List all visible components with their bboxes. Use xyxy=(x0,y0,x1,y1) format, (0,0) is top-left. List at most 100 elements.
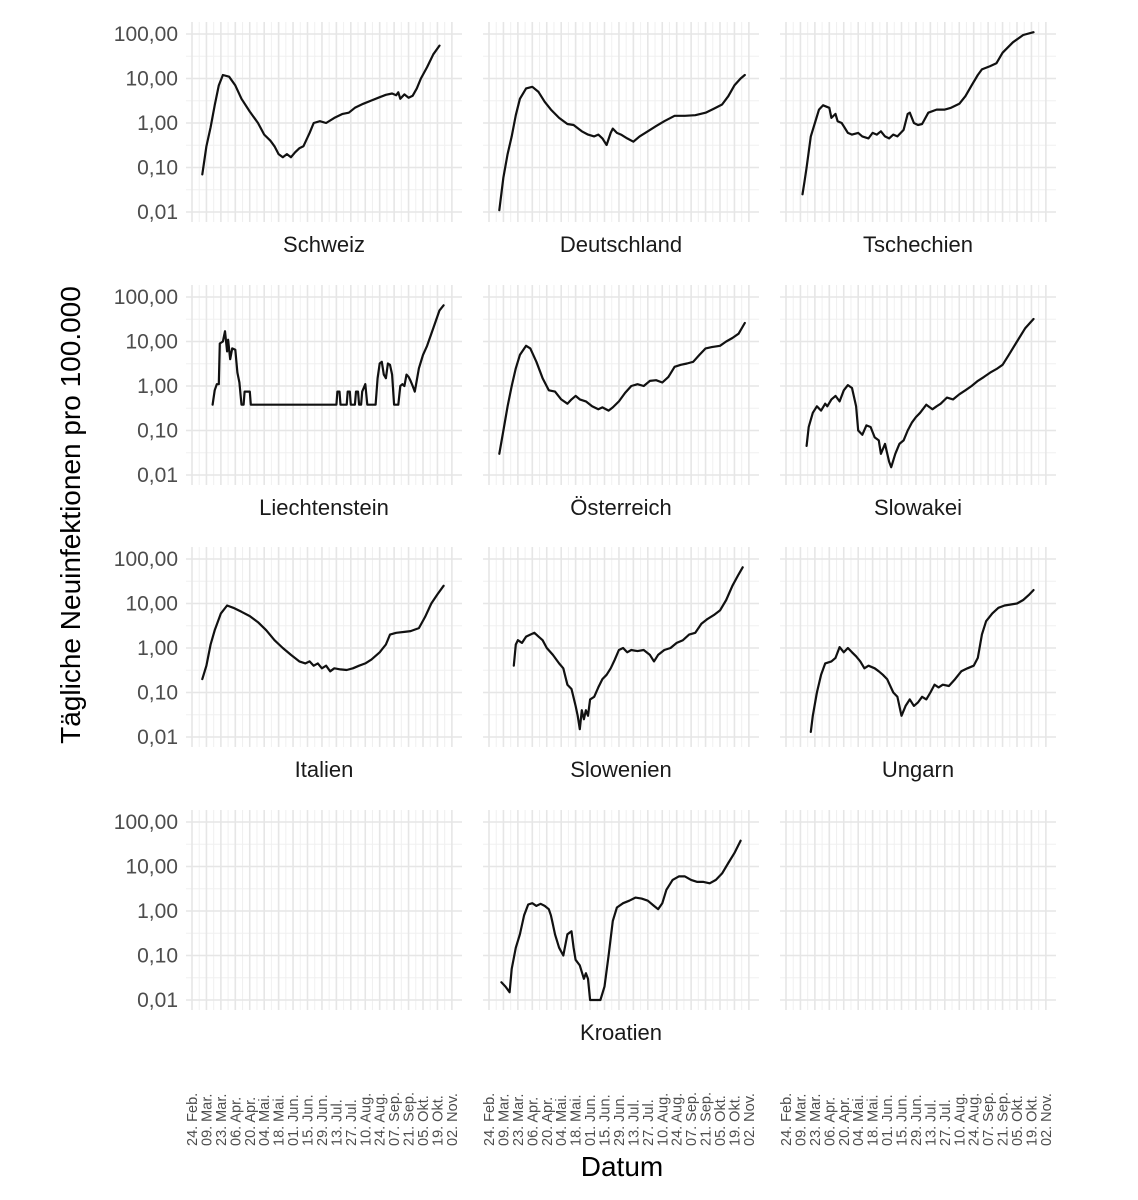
x-tick-label: 18. Mai. xyxy=(272,1094,288,1146)
x-tick-label: 13. Jul. xyxy=(329,1099,345,1146)
x-tick-label: 01. Jun. xyxy=(583,1094,599,1146)
x-tick-label: 09. Mar. xyxy=(199,1094,215,1146)
x-tick-label: 27. Jul. xyxy=(344,1099,360,1146)
facet-strip-label: Italien xyxy=(295,757,354,782)
y-tick-label: 100,00 xyxy=(114,286,178,309)
panel-background xyxy=(483,285,759,485)
y-tick-label: 0,10 xyxy=(137,682,178,705)
facet-panel xyxy=(186,547,462,747)
x-tick-label: 09. Mar. xyxy=(793,1094,809,1146)
facet-panel xyxy=(483,547,759,747)
x-tick-label: 18. Mai. xyxy=(866,1094,882,1146)
series-line-tschechien xyxy=(801,31,1035,196)
facet-strip-label: Slowenien xyxy=(570,757,672,782)
x-tick-label: 29. Jun. xyxy=(909,1094,925,1146)
facet-strip-label: Liechtenstein xyxy=(259,495,389,520)
y-tick-label: 0,01 xyxy=(137,726,178,749)
facet-strip-label: Slowakei xyxy=(874,495,962,520)
series-line--sterreich xyxy=(498,321,746,455)
facet-panel xyxy=(186,285,462,485)
x-tick-label: 02. Nov. xyxy=(445,1093,461,1146)
x-tick-label: 29. Jun. xyxy=(315,1094,331,1146)
x-tick-label: 01. Jun. xyxy=(286,1094,302,1146)
x-tick-label: 06. Apr. xyxy=(525,1097,541,1146)
x-tick-label: 19. Okt. xyxy=(430,1095,446,1146)
x-tick-label: 05. Okt. xyxy=(1010,1095,1026,1146)
x-axis-title: Datum xyxy=(581,1151,663,1182)
series-line-kroatien xyxy=(500,839,742,1002)
x-tick-label: 24. Feb. xyxy=(779,1093,795,1146)
x-tick-label: 05. Okt. xyxy=(416,1095,432,1146)
x-tick-label: 02. Nov. xyxy=(1039,1093,1055,1146)
y-axis-title: Tägliche Neuinfektionen pro 100.000 xyxy=(55,286,86,744)
x-tick-label: 23. Mar. xyxy=(511,1094,527,1146)
facet-panel xyxy=(186,810,462,1010)
panel-background xyxy=(483,810,759,1010)
x-tick-label: 24. Feb. xyxy=(185,1093,201,1146)
x-tick-label: 19. Okt. xyxy=(727,1095,743,1146)
facet-strip-labels: Schweiz Deutschland Tschechien Liechtenstei… xyxy=(259,232,973,1045)
y-tick-label: 0,01 xyxy=(137,464,178,487)
facet-panel xyxy=(483,22,759,222)
y-tick-label: 1,00 xyxy=(137,900,178,923)
x-tick-label: 10. Aug. xyxy=(655,1093,671,1146)
facet-panel xyxy=(483,810,759,1010)
panel-background xyxy=(780,810,1056,1010)
series-line-slowakei xyxy=(805,317,1035,469)
panel-background xyxy=(483,22,759,222)
y-tick-label: 10,00 xyxy=(125,593,178,616)
x-tick-label: 15. Jun. xyxy=(301,1094,317,1146)
panel-background xyxy=(780,22,1056,222)
x-tick-label: 21. Sep. xyxy=(996,1092,1012,1146)
x-tick-label: 23. Mar. xyxy=(214,1094,230,1146)
x-tick-label: 07. Sep. xyxy=(981,1092,997,1146)
x-tick-label: 21. Sep. xyxy=(699,1092,715,1146)
facet-panel xyxy=(780,22,1056,222)
x-tick-label: 21. Sep. xyxy=(402,1092,418,1146)
series-line-ungarn xyxy=(809,589,1035,733)
y-tick-label: 0,10 xyxy=(137,157,178,180)
panel-background xyxy=(483,547,759,747)
y-tick-label: 10,00 xyxy=(125,856,178,879)
y-tick-label: 100,00 xyxy=(114,548,178,571)
y-tick-label: 10,00 xyxy=(125,68,178,91)
facet-strip-label: Tschechien xyxy=(863,232,973,257)
y-axis-tick-labels: 0,01 0,10 1,00 10,00 100,00 0,01 0,10 1,00 10,00… xyxy=(114,23,178,1012)
x-tick-label: 13. Jul. xyxy=(626,1099,642,1146)
y-tick-label: 0,10 xyxy=(137,420,178,443)
x-tick-label: 24. Aug. xyxy=(967,1093,983,1146)
panel-background xyxy=(186,810,462,1010)
x-tick-label: 13. Jul. xyxy=(923,1099,939,1146)
panel-background xyxy=(186,285,462,485)
x-tick-label: 04. Mai. xyxy=(851,1094,867,1146)
x-tick-label: 10. Aug. xyxy=(358,1093,374,1146)
x-tick-label: 24. Aug. xyxy=(670,1093,686,1146)
y-tick-label: 1,00 xyxy=(137,637,178,660)
x-tick-label: 24. Aug. xyxy=(373,1093,389,1146)
series-line-slowenien xyxy=(512,566,744,731)
y-tick-label: 10,00 xyxy=(125,331,178,354)
x-tick-label: 18. Mai. xyxy=(569,1094,585,1146)
y-tick-label: 100,00 xyxy=(114,811,178,834)
x-tick-label: 24. Feb. xyxy=(482,1093,498,1146)
x-tick-label: 27. Jul. xyxy=(938,1099,954,1146)
x-axis-tick-labels: 24. Feb.09. Mar.23. Mar.06. Apr.20. Apr.… xyxy=(185,1092,1055,1146)
x-tick-label: 09. Mar. xyxy=(496,1094,512,1146)
panel-background xyxy=(780,285,1056,485)
facet-strip-label: Österreich xyxy=(570,495,671,520)
x-tick-label: 27. Jul. xyxy=(641,1099,657,1146)
facet-strip-label: Kroatien xyxy=(580,1020,662,1045)
series-line-schweiz xyxy=(201,44,441,176)
x-tick-label: 06. Apr. xyxy=(228,1097,244,1146)
series-line-italien xyxy=(201,584,445,681)
y-tick-label: 1,00 xyxy=(137,375,178,398)
facet-panels xyxy=(186,22,1056,1010)
x-tick-label: 10. Aug. xyxy=(952,1093,968,1146)
facet-panel xyxy=(780,547,1056,747)
x-tick-label: 01. Jun. xyxy=(880,1094,896,1146)
panel-background xyxy=(186,547,462,747)
y-tick-label: 1,00 xyxy=(137,112,178,135)
x-tick-label: 19. Okt. xyxy=(1024,1095,1040,1146)
x-tick-label: 20. Apr. xyxy=(243,1097,259,1146)
facet-strip-label: Deutschland xyxy=(560,232,682,257)
